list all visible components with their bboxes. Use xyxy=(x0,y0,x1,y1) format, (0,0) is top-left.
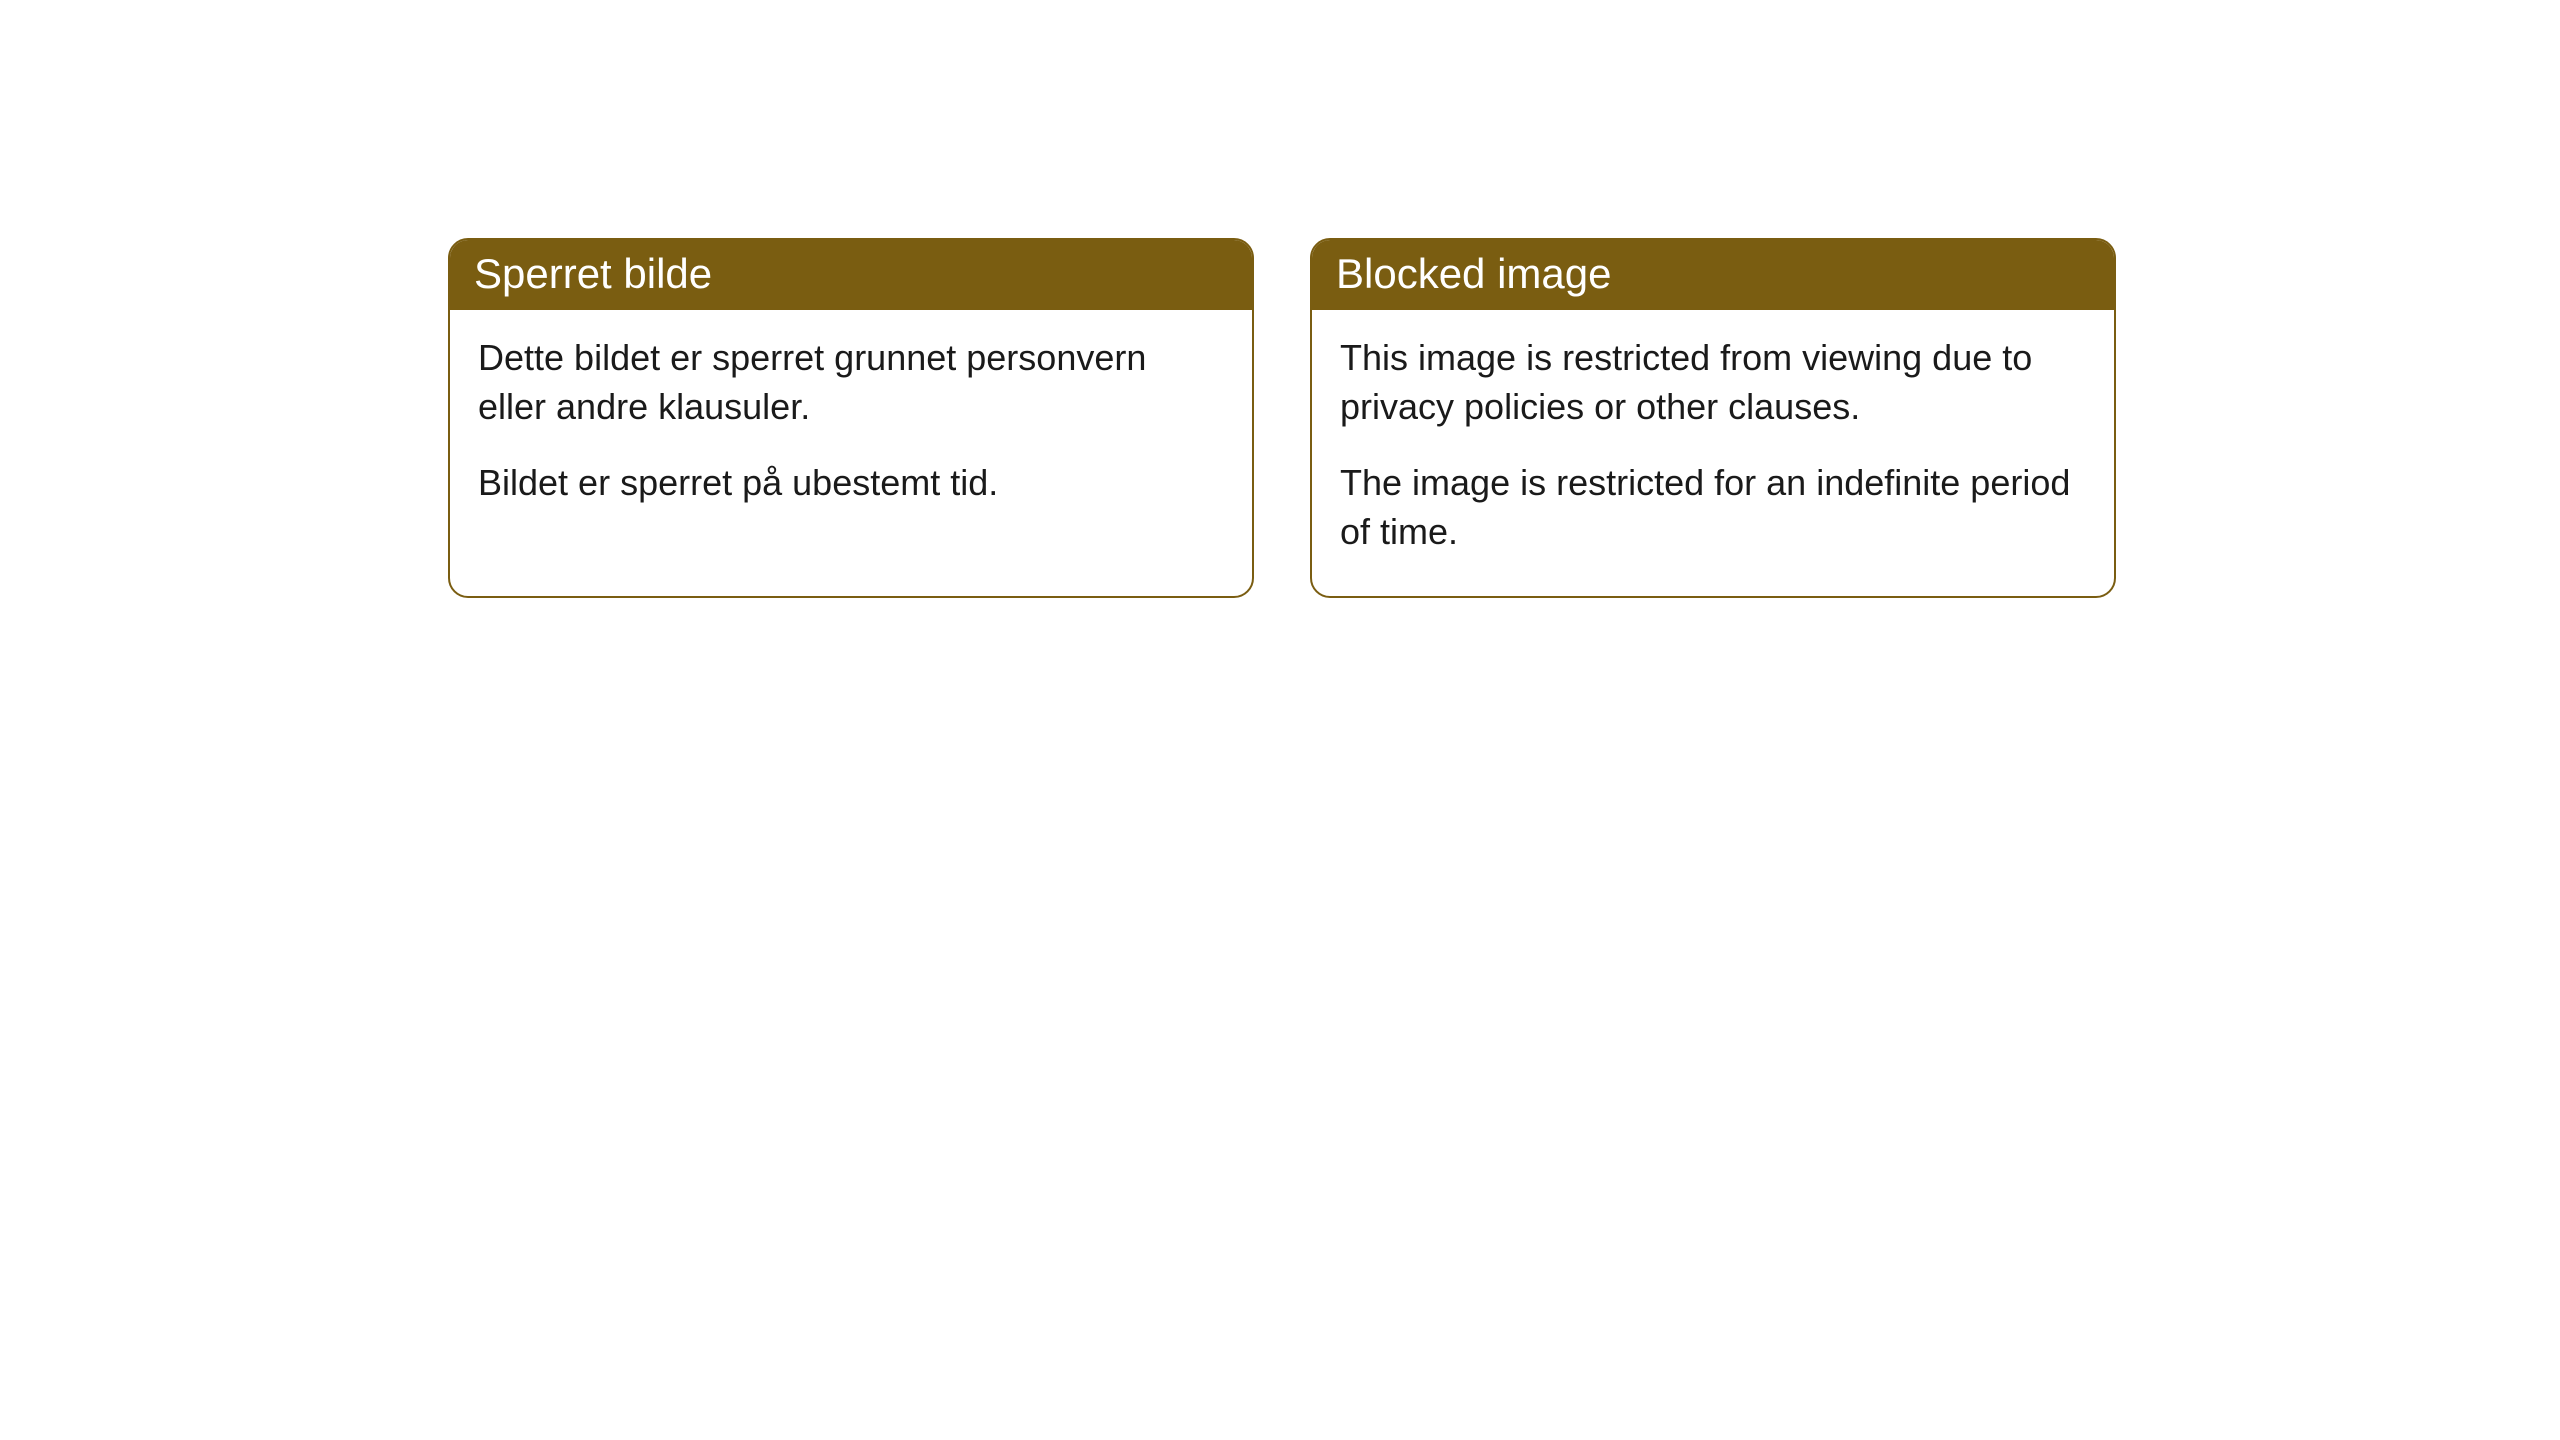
card-title-norwegian: Sperret bilde xyxy=(474,250,712,297)
card-title-english: Blocked image xyxy=(1336,250,1611,297)
card-header-english: Blocked image xyxy=(1312,240,2114,310)
card-paragraph-2-english: The image is restricted for an indefinit… xyxy=(1340,459,2086,556)
card-header-norwegian: Sperret bilde xyxy=(450,240,1252,310)
card-body-english: This image is restricted from viewing du… xyxy=(1312,310,2114,596)
cards-container: Sperret bilde Dette bildet er sperret gr… xyxy=(448,238,2560,598)
card-body-norwegian: Dette bildet er sperret grunnet personve… xyxy=(450,310,1252,548)
card-norwegian: Sperret bilde Dette bildet er sperret gr… xyxy=(448,238,1254,598)
card-paragraph-1-english: This image is restricted from viewing du… xyxy=(1340,334,2086,431)
card-paragraph-2-norwegian: Bildet er sperret på ubestemt tid. xyxy=(478,459,1224,508)
card-paragraph-1-norwegian: Dette bildet er sperret grunnet personve… xyxy=(478,334,1224,431)
card-english: Blocked image This image is restricted f… xyxy=(1310,238,2116,598)
